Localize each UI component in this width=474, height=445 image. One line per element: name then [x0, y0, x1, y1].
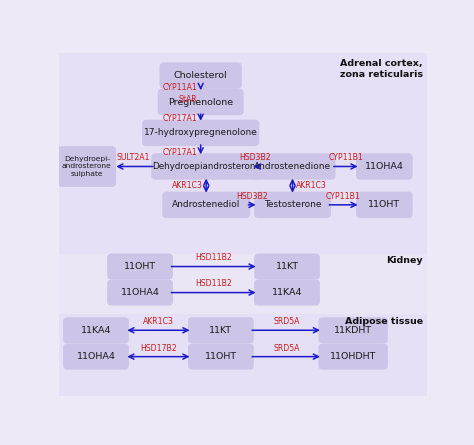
Text: SRD5A: SRD5A: [274, 344, 300, 352]
FancyBboxPatch shape: [158, 89, 244, 115]
Text: Adipose tissue: Adipose tissue: [345, 316, 423, 326]
Text: 11OHA4: 11OHA4: [120, 288, 160, 297]
Text: 11OHT: 11OHT: [368, 200, 401, 209]
FancyBboxPatch shape: [254, 279, 320, 306]
Text: Kidney: Kidney: [386, 256, 423, 265]
Text: Adrenal cortex,
zona reticularis: Adrenal cortex, zona reticularis: [340, 59, 423, 79]
Text: 11KDHT: 11KDHT: [334, 326, 372, 335]
FancyBboxPatch shape: [142, 120, 259, 146]
Text: HSD17B2: HSD17B2: [140, 344, 177, 352]
FancyBboxPatch shape: [356, 192, 413, 218]
FancyBboxPatch shape: [59, 254, 427, 314]
Text: 11KT: 11KT: [210, 326, 232, 335]
Text: AKR1C3: AKR1C3: [295, 181, 326, 190]
Text: AKR1C3: AKR1C3: [172, 181, 202, 190]
Text: 11KT: 11KT: [275, 262, 299, 271]
Text: 11KA4: 11KA4: [272, 288, 302, 297]
FancyBboxPatch shape: [254, 192, 331, 218]
Text: StAR: StAR: [178, 95, 197, 104]
FancyBboxPatch shape: [188, 344, 254, 370]
FancyBboxPatch shape: [319, 344, 388, 370]
Text: 11OHA4: 11OHA4: [76, 352, 116, 361]
Text: Dehydroepiandrosterone: Dehydroepiandrosterone: [152, 162, 261, 171]
Text: Pregnenolone: Pregnenolone: [168, 97, 233, 106]
FancyBboxPatch shape: [249, 153, 336, 180]
FancyBboxPatch shape: [188, 317, 254, 343]
FancyBboxPatch shape: [319, 317, 388, 343]
Text: CYP11B1: CYP11B1: [326, 192, 361, 201]
FancyBboxPatch shape: [59, 314, 427, 396]
Text: 11OHDHT: 11OHDHT: [330, 352, 376, 361]
Text: Dehydroepi-
androsterone
sulphate: Dehydroepi- androsterone sulphate: [62, 156, 112, 177]
Text: SRD5A: SRD5A: [274, 317, 300, 326]
Text: Cholesterol: Cholesterol: [174, 71, 228, 80]
FancyBboxPatch shape: [63, 344, 129, 370]
Text: 11OHT: 11OHT: [205, 352, 237, 361]
FancyBboxPatch shape: [151, 153, 261, 180]
FancyBboxPatch shape: [356, 153, 413, 180]
Text: Androstenedione: Androstenedione: [254, 162, 331, 171]
FancyBboxPatch shape: [59, 53, 427, 254]
Text: CYP17A1: CYP17A1: [162, 114, 197, 123]
Text: Testosterone: Testosterone: [264, 200, 321, 209]
Text: HSD3B2: HSD3B2: [237, 192, 268, 201]
Text: SULT2A1: SULT2A1: [117, 154, 150, 162]
Text: HSD11B2: HSD11B2: [195, 253, 232, 263]
Text: 17-hydroxypregnenolone: 17-hydroxypregnenolone: [144, 129, 257, 138]
Text: AKR1C3: AKR1C3: [143, 317, 174, 326]
FancyBboxPatch shape: [63, 317, 129, 343]
Text: HSD11B2: HSD11B2: [195, 279, 232, 288]
Text: Androstenediol: Androstenediol: [172, 200, 240, 209]
FancyBboxPatch shape: [162, 192, 250, 218]
Text: 11OHA4: 11OHA4: [365, 162, 404, 171]
Text: CYP17A1: CYP17A1: [162, 148, 197, 157]
Text: 11KA4: 11KA4: [81, 326, 111, 335]
FancyBboxPatch shape: [107, 254, 173, 279]
Text: CYP11A1: CYP11A1: [162, 83, 197, 92]
Text: 11OHT: 11OHT: [124, 262, 156, 271]
Text: HSD3B2: HSD3B2: [239, 154, 271, 162]
FancyBboxPatch shape: [160, 62, 242, 89]
FancyBboxPatch shape: [58, 146, 116, 187]
Text: CYP11B1: CYP11B1: [328, 154, 363, 162]
FancyBboxPatch shape: [107, 279, 173, 306]
FancyBboxPatch shape: [254, 254, 320, 279]
